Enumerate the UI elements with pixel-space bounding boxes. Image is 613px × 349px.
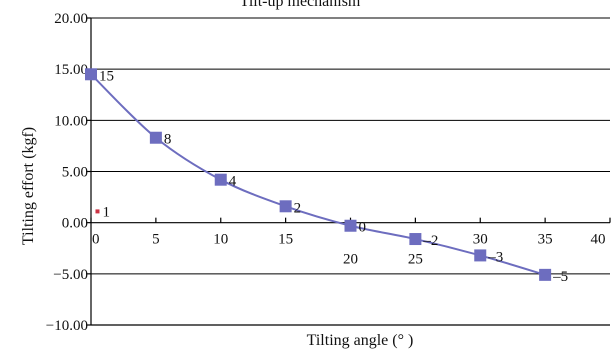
- y-tick-label: 15.00: [54, 62, 88, 78]
- data-point-marker: [149, 131, 162, 144]
- data-point-marker: [409, 233, 422, 246]
- x-tick-label: 35: [538, 232, 553, 248]
- x-axis-label: Tilting angle (° ): [307, 332, 414, 349]
- data-point-label: 0: [359, 220, 367, 236]
- data-point-label: 4: [229, 174, 237, 190]
- x-tick-label: 30: [473, 232, 488, 248]
- data-point-label: 2: [294, 200, 302, 216]
- data-point-marker: [474, 249, 487, 262]
- y-tick-labels: 20.00 15.00 10.00 5.00 0.00 −5.00 −10.00: [46, 11, 88, 334]
- data-point-marker: [539, 268, 552, 281]
- annotation-marker: [95, 209, 100, 214]
- x-tick-label: 25: [408, 252, 423, 268]
- chart-title: Tilt-up mechanism: [240, 0, 361, 10]
- x-tick-labels: 0 5 10 15 20 25 30 35 40: [92, 232, 606, 268]
- x-tick-label: 10: [213, 232, 228, 248]
- y-tick-label: −5.00: [53, 267, 88, 283]
- annotations: 1: [95, 204, 110, 220]
- y-tick-label: 0.00: [62, 216, 88, 232]
- y-tick-label: 10.00: [54, 113, 88, 129]
- data-point-label: 15: [99, 68, 114, 84]
- data-point-label: –5: [552, 269, 568, 285]
- data-point-marker: [344, 219, 357, 232]
- series: [85, 68, 552, 281]
- x-tick-label: 5: [152, 232, 160, 248]
- data-point-label: 8: [164, 132, 172, 148]
- x-tick-label: 20: [343, 252, 358, 268]
- annotation-label: 1: [102, 204, 110, 220]
- x-tick-label: 15: [278, 232, 293, 248]
- y-tick-label: −10.00: [46, 318, 88, 334]
- y-tick-label: 20.00: [54, 11, 88, 27]
- x-tick-label: 0: [92, 232, 100, 248]
- data-point-label: –3: [487, 249, 503, 265]
- data-point-marker: [85, 68, 97, 81]
- data-point-label: –2: [422, 233, 438, 249]
- y-axis-label: Tilting effort (kgf): [20, 127, 37, 245]
- data-point-marker: [279, 200, 292, 213]
- gridlines: [91, 17, 610, 275]
- x-tick-label: 40: [591, 232, 606, 248]
- y-tick-label: 5.00: [62, 165, 88, 181]
- data-point-marker: [214, 173, 227, 186]
